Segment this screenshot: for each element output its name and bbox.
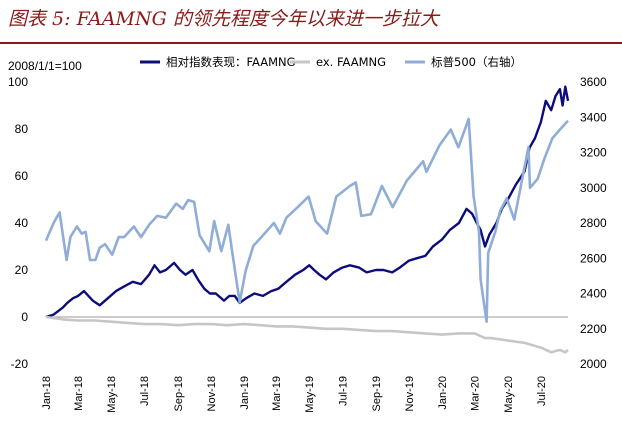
right-tick-label: 3000 (580, 181, 607, 195)
figure-title: 图表 5: FAAMNG 的领先程度今年以来进一步拉大 (8, 8, 439, 30)
x-tick-label: May-18 (106, 376, 118, 413)
right-tick-label: 3400 (580, 110, 607, 124)
right-tick-label: 2600 (580, 251, 607, 265)
x-tick-label: Nov-18 (206, 376, 218, 411)
right-tick-label: 2200 (580, 322, 607, 336)
x-tick-label: May-20 (503, 376, 515, 413)
x-tick-label: Mar-18 (73, 376, 85, 411)
unit-note: 2008/1/1=100 (8, 59, 82, 73)
title-rule (0, 42, 622, 44)
left-tick-label: 20 (15, 263, 29, 277)
x-tick-label: Jul-19 (337, 376, 349, 406)
right-tick-label: 2800 (580, 216, 607, 230)
left-tick-label: 80 (15, 122, 29, 136)
legend-label-2: ex. FAAMNG (316, 55, 386, 69)
x-tick-label: Mar-20 (470, 376, 482, 411)
left-tick-label: 0 (21, 310, 28, 324)
x-tick-label: Jan-18 (41, 376, 53, 410)
right-tick-label: 2400 (580, 287, 607, 301)
x-tick-label: Nov-19 (404, 376, 416, 411)
right-tick-label: 2000 (580, 357, 607, 371)
series-line-2 (45, 315, 569, 354)
legend-label-3: 标普500（右轴） (431, 55, 522, 69)
left-tick-label: 100 (8, 75, 28, 89)
x-tick-label: Jul-18 (139, 376, 151, 406)
series-line-1 (45, 85, 570, 319)
x-tick-label: Jan-20 (437, 376, 449, 410)
legend-label-1: 相对指数表现：FAAMNG (166, 55, 296, 69)
x-tick-label: May-19 (304, 376, 316, 413)
x-tick-label: Jul-20 (536, 376, 548, 406)
x-tick-label: Mar-19 (271, 376, 283, 411)
x-tick-label: Jan-19 (239, 376, 251, 410)
series-line-3 (44, 117, 569, 324)
x-tick-label: Sep-19 (371, 376, 383, 411)
left-tick-label: 40 (15, 216, 29, 230)
right-tick-label: 3600 (580, 75, 607, 89)
left-tick-label: -20 (11, 357, 29, 371)
x-tick-label: Sep-18 (173, 376, 185, 411)
right-tick-label: 3200 (580, 146, 607, 160)
left-tick-label: 60 (15, 169, 29, 183)
